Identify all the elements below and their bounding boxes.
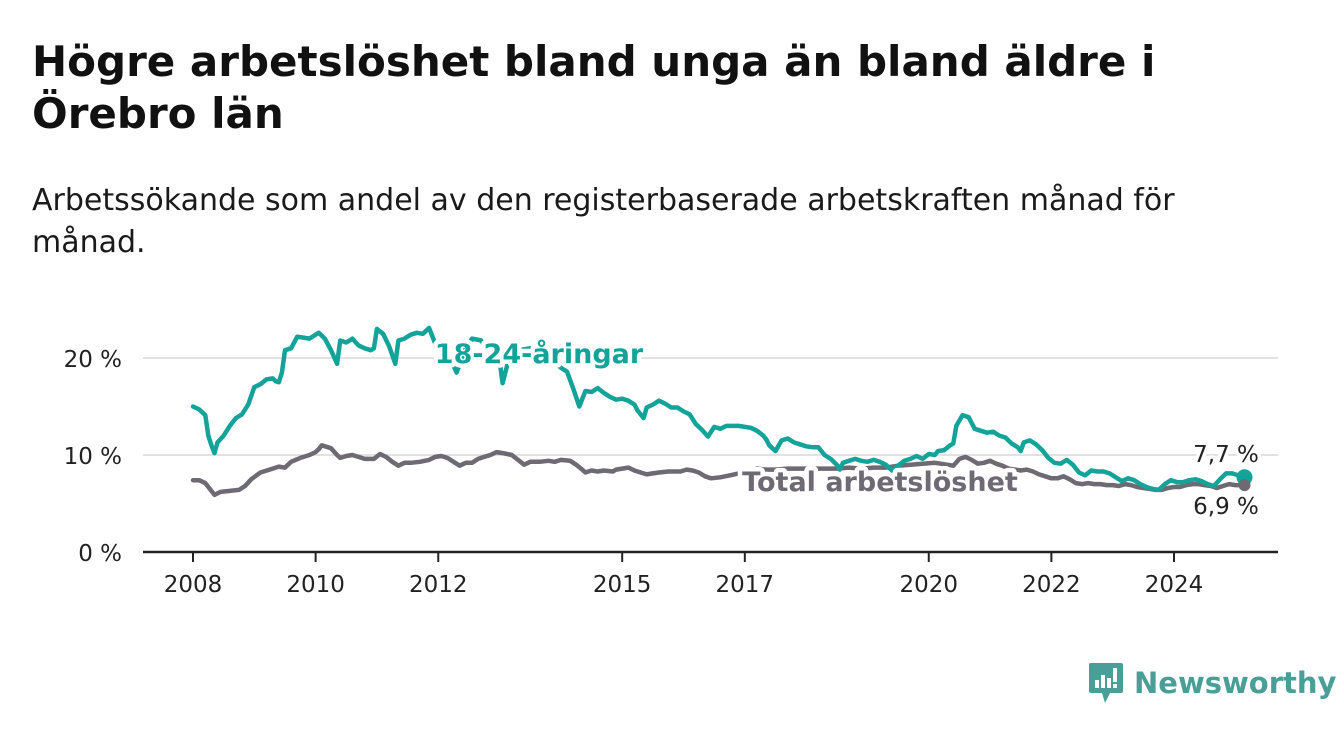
y-tick-label: 0 % [78, 541, 122, 567]
x-tick-label: 2024 [1145, 572, 1204, 598]
end-label-total: 6,9 % [1193, 494, 1259, 520]
x-tick-label: 2012 [409, 572, 468, 598]
newsworthy-logo: Newsworthy [1088, 660, 1336, 706]
end-label-18-24: 7,7 % [1193, 442, 1259, 468]
x-tick-label: 2010 [286, 572, 345, 598]
series-line-total [190, 443, 1247, 498]
series-label-18-24: 18-24-åringar [435, 338, 644, 370]
y-tick-label: 10 % [64, 444, 122, 470]
series-label-total: Total arbetslöshet [742, 467, 1018, 498]
chart-subtitle: Arbetssökande som andel av den registerb… [32, 183, 1175, 260]
series-line-18-24 [190, 325, 1247, 493]
series-label-18-24-halo: 18-24-åringar [435, 338, 644, 370]
series-label-total-halo: Total arbetslöshet [742, 467, 1018, 498]
series-lines [190, 325, 1253, 498]
y-tick-label: 20 % [64, 347, 122, 373]
gridlines [143, 357, 1278, 456]
end-label-18-24-halo: 7,7 % [1193, 442, 1259, 468]
brand-name: Newsworthy [1134, 666, 1337, 700]
x-tick-label: 2017 [716, 572, 775, 598]
chart-bubble-icon [1089, 663, 1123, 703]
end-dot-total [1238, 479, 1251, 492]
end-label-total-halo: 6,9 % [1193, 494, 1259, 520]
x-tick-label: 2008 [164, 572, 223, 598]
x-tick-label: 2015 [593, 572, 652, 598]
chart-title: Högre arbetslöshet bland unga än bland ä… [32, 37, 1156, 138]
x-tick-label: 2022 [1022, 572, 1081, 598]
x-tick-label: 2020 [899, 572, 958, 598]
axes: 0 % 10 % 20 % 2008 2010 2012 2015 2017 2020 2022 2… [64, 347, 1278, 598]
